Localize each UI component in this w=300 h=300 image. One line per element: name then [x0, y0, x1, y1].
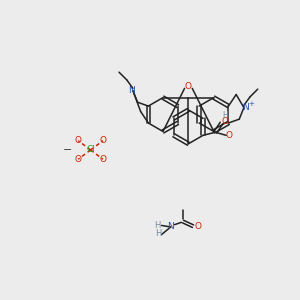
Text: O: O: [75, 136, 82, 145]
Text: H: H: [155, 229, 162, 238]
Text: O: O: [226, 131, 233, 140]
Text: H: H: [222, 111, 227, 120]
Text: −: −: [63, 145, 72, 155]
Text: N: N: [128, 86, 135, 95]
Text: O: O: [221, 117, 228, 126]
Text: N: N: [242, 103, 249, 112]
Text: N: N: [167, 223, 174, 232]
Text: +: +: [248, 101, 254, 107]
Text: O: O: [99, 155, 106, 164]
Text: H: H: [154, 221, 161, 230]
Text: O: O: [99, 136, 106, 145]
Text: O: O: [185, 82, 192, 91]
Text: O: O: [75, 155, 82, 164]
Text: Cl: Cl: [86, 146, 95, 154]
Text: O: O: [195, 223, 202, 232]
